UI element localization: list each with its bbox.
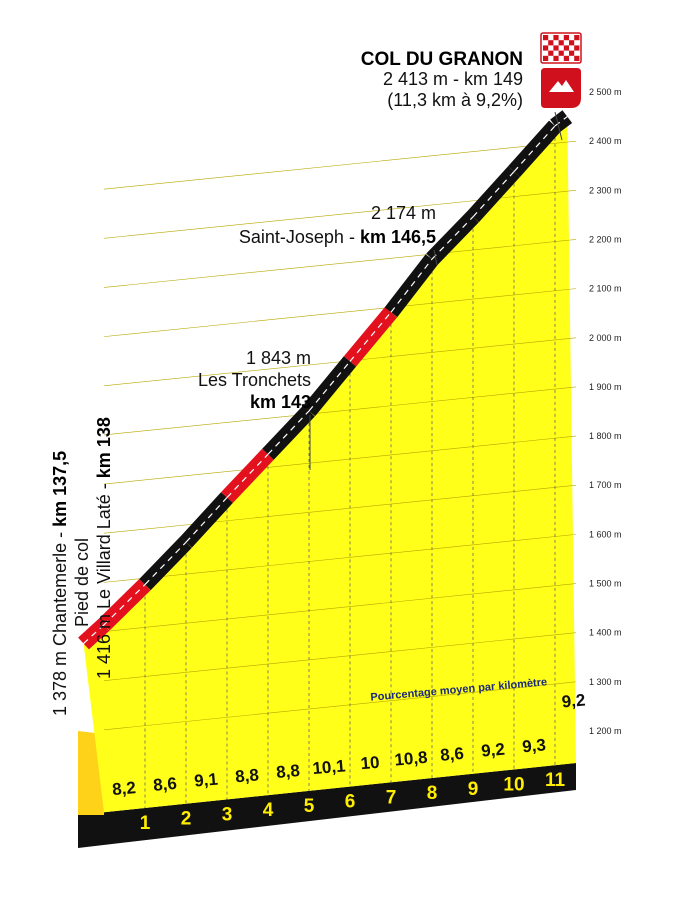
y-tick-label: 2 300 m (589, 185, 622, 195)
gradient-value: 8,8 (275, 761, 300, 782)
y-tick-label: 1 600 m (589, 529, 622, 539)
y-tick-label: 1 500 m (589, 579, 622, 589)
km-label: 4 (263, 800, 274, 821)
summit-stats: (11,3 km à 9,2%) (387, 90, 523, 110)
km-label: 5 (304, 796, 315, 817)
gradient-value: 8,6 (152, 774, 177, 795)
road-segment (508, 120, 561, 177)
gradient-value: 10 (360, 753, 381, 774)
km-label: 2 (181, 809, 192, 830)
km-divider-lines (144, 131, 556, 809)
road-segment (343, 307, 398, 367)
road-centerline (83, 624, 105, 644)
grid-line (103, 583, 577, 632)
saint-joseph-altitude: 2 174 m (371, 203, 436, 223)
road-centerline (431, 216, 474, 260)
grid-line (103, 484, 577, 534)
grid-line (103, 386, 577, 436)
summit-leader (554, 111, 563, 141)
gradient-value: 10,1 (312, 756, 347, 778)
grid-line (103, 435, 577, 485)
km-label: 9 (468, 779, 479, 800)
road-centerline (103, 584, 146, 626)
gradient-value: 8,2 (111, 778, 136, 799)
y-tick-label: 2 400 m (589, 136, 622, 146)
y-tick-label: 2 100 m (589, 284, 622, 294)
km-labels: 1 2 3 4 5 6 7 8 9 10 11 (140, 770, 566, 834)
gradient-value: 9,2 (480, 740, 505, 761)
road-centerline (554, 116, 568, 127)
y-tick-label: 2 000 m (589, 333, 622, 343)
y-tick-label: 1 900 m (589, 382, 622, 392)
km-label: 8 (427, 783, 438, 804)
km-label: 10 (503, 774, 524, 795)
summit-altitude: 2 413 m - km 149 (383, 69, 523, 89)
gradient-value: 9,1 (193, 770, 218, 791)
road-centerline (226, 453, 269, 498)
km-label: 1 (140, 813, 151, 834)
road-centerline (144, 541, 187, 585)
grid-line (103, 288, 577, 337)
km-label: 11 (545, 770, 566, 791)
km-label: 3 (222, 804, 233, 825)
gradient-labels: 8,2 8,6 9,1 8,8 8,8 10,1 10 10,8 8,6 9,2 9,3 9,2 (111, 690, 586, 799)
grid-line (103, 632, 577, 681)
saint-joseph-label: Saint-Joseph - km 146,5 (239, 227, 436, 247)
y-tick-label: 1 300 m (589, 677, 622, 687)
y-tick-label: 1 700 m (589, 480, 622, 490)
start-pied-de-col: Pied de col (72, 538, 92, 627)
profile-area (83, 116, 576, 813)
summit-title: COL DU GRANON (361, 49, 523, 70)
finish-flag-icon (540, 32, 582, 64)
gradient-value: 9,3 (521, 735, 546, 756)
road-segment (180, 492, 233, 548)
mountain-category-icon (541, 68, 581, 108)
grid-line (103, 681, 577, 731)
road-centerline (267, 410, 310, 455)
y-axis: 1 200 m 1 300 m 1 400 m 1 500 m 1 600 m 1 700… (589, 87, 622, 736)
road-segment (467, 166, 520, 223)
y-tick-label: 2 200 m (589, 234, 622, 244)
road-segment (302, 356, 357, 417)
tronchets-name: Les Tronchets (198, 370, 311, 390)
grid-line (103, 140, 577, 190)
saint-joseph-leader (433, 249, 438, 266)
tronchets-altitude: 1 843 m (246, 348, 311, 368)
grid-line (103, 534, 577, 583)
y-tick-label: 1 400 m (589, 628, 622, 638)
y-tick-label: 1 800 m (589, 431, 622, 441)
km-band (78, 763, 576, 848)
y-tick-label: 2 500 m (589, 87, 622, 97)
y-tick-label: 1 200 m (589, 726, 622, 736)
start-villard-late: 1 416 m Le Villard Laté - km 138 (94, 417, 114, 679)
tronchets-km: km 143 (250, 392, 311, 412)
gradient-value: 8,8 (234, 765, 259, 786)
km-label: 6 (345, 792, 356, 813)
km-label: 7 (386, 787, 397, 808)
grid-line (103, 239, 577, 288)
start-chantemerle: 1 378 m Chantemerle - km 137,5 (50, 451, 70, 716)
gradient-value: 10,8 (394, 748, 429, 770)
gradient-value: 9,2 (561, 690, 586, 711)
gradient-value: 8,6 (439, 744, 464, 765)
road-centerline (390, 258, 433, 313)
road-profile (78, 110, 573, 650)
